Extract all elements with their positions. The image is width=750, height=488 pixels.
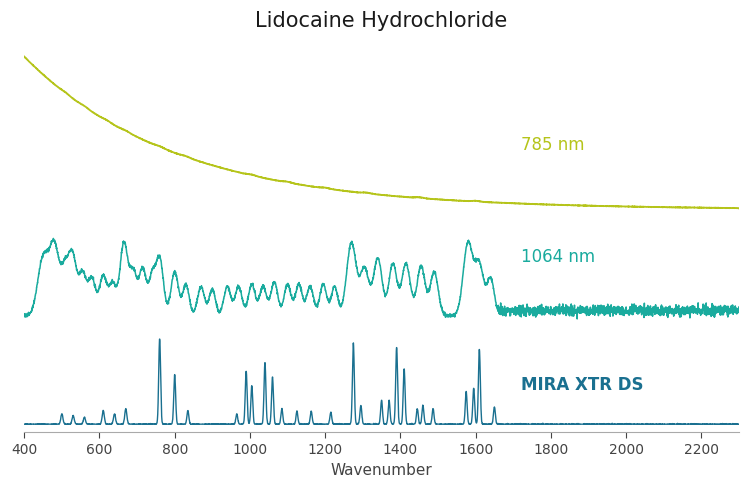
Text: 1064 nm: 1064 nm bbox=[520, 247, 595, 265]
Text: MIRA XTR DS: MIRA XTR DS bbox=[520, 375, 644, 393]
Title: Lidocaine Hydrochloride: Lidocaine Hydrochloride bbox=[256, 11, 508, 31]
Text: 785 nm: 785 nm bbox=[520, 135, 584, 153]
X-axis label: Wavenumber: Wavenumber bbox=[331, 462, 433, 477]
